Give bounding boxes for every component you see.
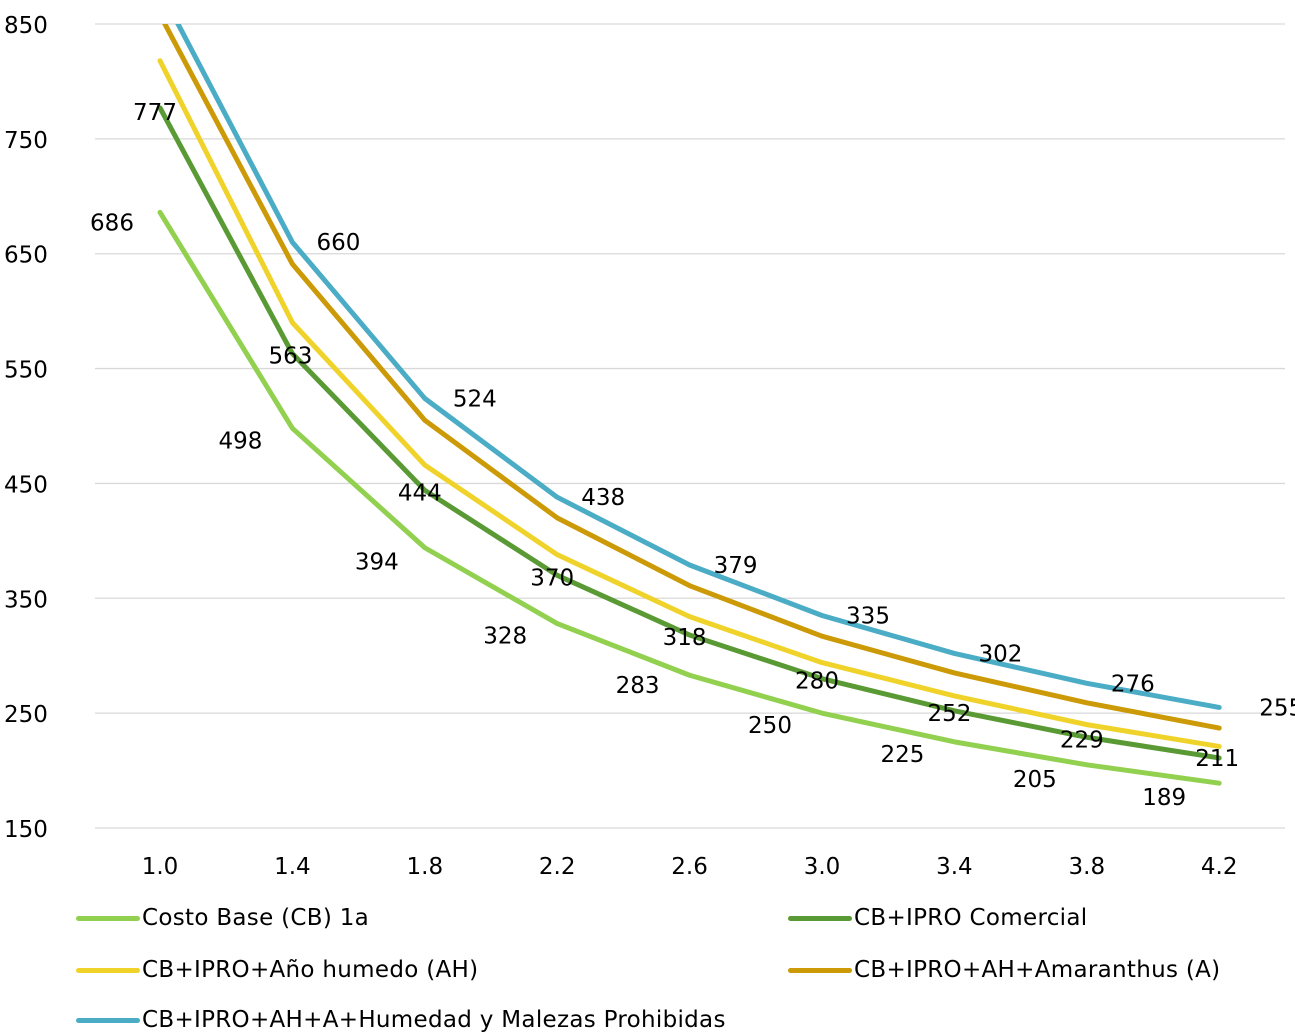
x-tick-label: 1.8 [407, 854, 444, 880]
data-label: 563 [268, 344, 312, 370]
series-line-2 [157, 58, 1222, 749]
data-label: 211 [1195, 746, 1239, 772]
data-label: 283 [616, 673, 660, 699]
data-label: 777 [133, 100, 177, 126]
data-label: 438 [581, 485, 625, 511]
x-tick-label: 4.2 [1201, 854, 1238, 880]
x-axis-ticks: 1.0 1.4 1.8 2.2 2.6 3.0 3.4 3.8 4.2 [142, 854, 1238, 880]
series-line-3 [162, 24, 1222, 731]
y-tick-label: 250 [4, 702, 48, 728]
series-line-0 [157, 209, 1222, 786]
y-tick-label: 650 [4, 243, 48, 269]
x-tick-label: 1.4 [274, 854, 311, 880]
data-label: 229 [1060, 727, 1104, 753]
y-tick-label: 150 [4, 817, 48, 843]
gridlines [95, 23, 1285, 829]
data-label: 189 [1142, 785, 1186, 811]
data-label: 318 [663, 625, 707, 651]
y-axis-ticks: 150 250 350 450 550 650 750 850 [4, 13, 48, 843]
data-label: 276 [1111, 671, 1155, 697]
series-lines [157, 24, 1222, 786]
series-line-4 [175, 24, 1222, 710]
data-label: 394 [355, 550, 399, 576]
data-label: 370 [530, 565, 574, 591]
y-tick-label: 850 [4, 13, 48, 39]
data-label: 379 [714, 553, 758, 579]
series-line-1 [157, 105, 1222, 761]
x-tick-label: 1.0 [142, 854, 179, 880]
y-tick-label: 450 [4, 472, 48, 498]
data-label: 280 [795, 669, 839, 695]
data-label: 252 [927, 701, 971, 727]
x-tick-label: 3.8 [1069, 854, 1106, 880]
data-label: 250 [748, 713, 792, 739]
data-label: 498 [218, 428, 262, 454]
data-label: 660 [316, 230, 360, 256]
data-label: 302 [978, 641, 1022, 667]
data-label: 335 [846, 604, 890, 630]
x-tick-label: 3.0 [804, 854, 841, 880]
data-label: 225 [880, 742, 924, 768]
data-label: 328 [483, 624, 527, 650]
y-tick-label: 550 [4, 358, 48, 384]
y-tick-label: 750 [4, 128, 48, 154]
x-tick-label: 3.4 [936, 854, 973, 880]
x-tick-label: 2.6 [671, 854, 708, 880]
data-label: 205 [1013, 767, 1057, 793]
y-tick-label: 350 [4, 587, 48, 613]
data-label: 444 [398, 480, 442, 506]
data-labels: 686 498 394 328 283 250 225 205 189 777 563 444 370 3… [90, 100, 1295, 811]
data-label: 686 [90, 210, 134, 236]
data-label: 255 [1259, 695, 1295, 721]
x-tick-label: 2.2 [539, 854, 576, 880]
data-label: 524 [453, 386, 497, 412]
